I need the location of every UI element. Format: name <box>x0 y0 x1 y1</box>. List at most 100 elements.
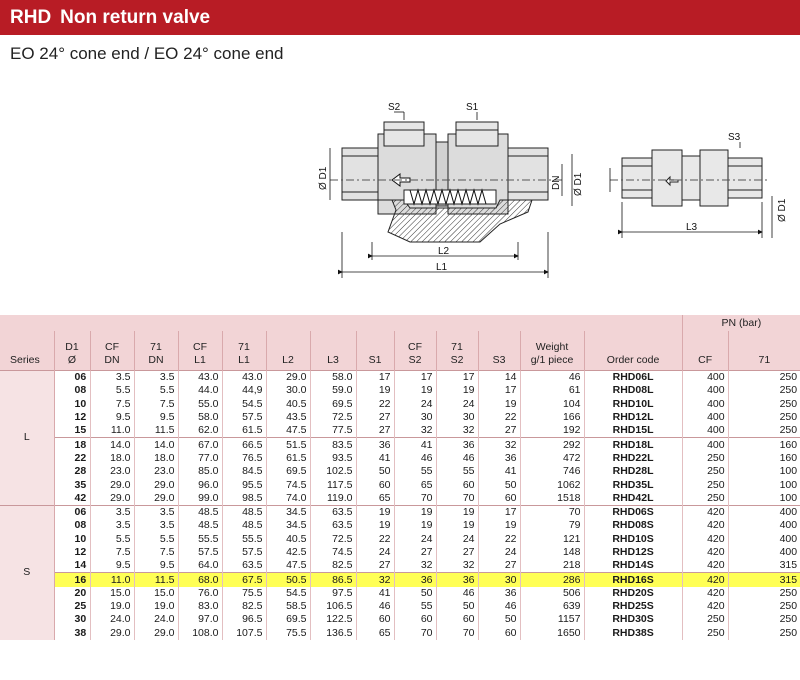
table-cell: 420 <box>681 600 729 614</box>
table-cell: 29.0 <box>89 478 134 492</box>
table-cell: 08 <box>74 519 87 532</box>
table-cell: 29.0 <box>89 626 134 640</box>
table-cell: 58.5 <box>265 600 310 614</box>
table-cell: 7.5 <box>133 397 178 411</box>
table-cell: 79 <box>519 519 584 533</box>
table-cell: 48.5 <box>177 504 222 520</box>
table-cell: 12 <box>74 546 87 558</box>
table-cell: 11.0 <box>89 424 134 438</box>
table-cell: 32 <box>393 559 436 573</box>
table-cell: RHD10L <box>583 397 683 411</box>
table-cell: 06 <box>53 504 90 520</box>
table-cell: 250 <box>727 600 800 614</box>
table-cell: 250 <box>727 370 800 385</box>
product-code: RHD <box>10 7 52 28</box>
label-s3: S3 <box>728 132 741 143</box>
table-cell: 19.0 <box>133 600 178 614</box>
table-cell: 69.5 <box>265 613 310 627</box>
table-cell: 47.5 <box>265 424 310 438</box>
table-row: 16 11.0 11.5 68.0 67.5 50.5 86.5 32 36 36 30 286 RHD… <box>0 572 800 587</box>
table-cell: 41 <box>355 451 394 466</box>
table-cell: 19 <box>393 519 436 533</box>
table-cell: 63.5 <box>221 559 266 573</box>
table-cell: 43.0 <box>177 370 222 385</box>
table-cell: 9.5 <box>133 559 178 573</box>
table-cell: 69.5 <box>265 465 310 479</box>
table-cell: 55.5 <box>177 532 222 546</box>
table-cell: 19 <box>435 519 478 533</box>
table-cell: 5.5 <box>133 532 178 546</box>
table-cell: 122.5 <box>309 613 356 627</box>
table-row: 25 19.0 19.0 83.0 82.5 58.5 106.5 46 55 50 46 639 RH… <box>0 600 800 614</box>
table-cell: 12 <box>74 411 87 424</box>
table-cell: 24 <box>435 532 478 546</box>
table-row: 10 5.5 5.5 55.5 55.5 40.5 72.5 22 24 24 22 121 RHD10… <box>0 532 800 546</box>
table-cell: 36 <box>355 437 394 452</box>
table-cell: 25 <box>74 600 87 613</box>
table-cell: 68.0 <box>177 572 222 587</box>
table-cell: RHD38S <box>583 626 683 640</box>
table-cell: 400 <box>681 437 729 452</box>
table-cell: 1157 <box>519 613 584 627</box>
table-cell: 74.5 <box>309 545 356 560</box>
table-cell: 3.5 <box>89 519 134 533</box>
table-cell: 9.5 <box>133 410 178 425</box>
table-cell: 50 <box>477 613 520 627</box>
table-cell: 97.0 <box>177 613 222 627</box>
table-cell: 9.5 <box>89 559 134 573</box>
table-cell: 104 <box>519 397 584 411</box>
table-cell: 19 <box>355 519 394 533</box>
table-cell: RHD08L <box>583 384 683 398</box>
table-cell: 82.5 <box>309 559 356 573</box>
table-cell: 22 <box>74 451 87 464</box>
table-cell: 639 <box>519 600 584 614</box>
table-cell: 70 <box>435 626 478 640</box>
table-cell: 16 <box>54 572 90 587</box>
table-cell: 108.0 <box>177 626 222 640</box>
table-cell: 400 <box>681 410 729 425</box>
table-cell: 60 <box>355 613 394 627</box>
table-cell: 30.0 <box>265 384 310 398</box>
table-cell: RHD30S <box>583 613 683 627</box>
col-series: Series <box>0 331 54 371</box>
table-row: S 06 3.5 3.5 48.5 48.5 34.5 63.5 19 19 19 17 70 RHD06… <box>0 504 800 640</box>
table-cell: 20 <box>74 586 87 599</box>
table-cell: 58.0 <box>309 370 356 385</box>
table-cell: 250 <box>727 424 800 438</box>
table-cell: 30 <box>74 613 87 626</box>
table-cell: RHD28L <box>583 465 683 479</box>
col-pn-71: 71 <box>727 331 800 371</box>
table-cell: 160 <box>727 451 800 466</box>
table-row: 38 29.0 29.0 108.0 107.5 75.5 136.5 65 70 70 60 165… <box>0 626 800 640</box>
table-cell: 23.0 <box>133 465 178 479</box>
series-label: L <box>0 370 55 506</box>
table-cell: 250 <box>681 626 729 640</box>
pn-header-row: PN (bar) <box>0 315 800 331</box>
table-cell: 7.5 <box>89 545 134 560</box>
table-cell: 60 <box>477 491 520 506</box>
table-cell: 22 <box>355 532 394 546</box>
table-cell: 119.0 <box>309 491 356 506</box>
table-row: 08 3.5 3.5 48.5 48.5 34.5 63.5 19 19 19 19 79 RHD08S… <box>0 519 800 533</box>
table-cell: 65 <box>355 491 394 506</box>
label-s2: S2 <box>388 102 401 113</box>
table-cell: 17 <box>355 370 394 385</box>
table-cell: 18.0 <box>133 451 178 466</box>
table-cell: 400 <box>681 424 729 438</box>
table-cell: 420 <box>681 545 729 560</box>
table-cell: 250 <box>727 613 800 627</box>
table-cell: 61.5 <box>221 424 266 438</box>
table-cell: 3.5 <box>89 504 134 520</box>
table-cell: 48.5 <box>221 519 266 533</box>
table-cell: 17 <box>477 384 520 398</box>
table-cell: 10 <box>74 397 87 410</box>
table-cell: 192 <box>519 424 584 438</box>
table-cell: 41 <box>355 586 394 601</box>
table-cell: 420 <box>681 559 729 573</box>
label-d1-right: Ø D1 <box>777 198 788 222</box>
table-cell: 19 <box>355 504 394 520</box>
table-row: 08 5.5 5.5 44.0 44,9 30.0 59.0 19 19 19 17 61 RHD08L… <box>0 384 800 398</box>
table-cell: 60 <box>435 613 478 627</box>
table-cell: 107.5 <box>221 626 266 640</box>
table-cell: 67.5 <box>221 572 266 587</box>
